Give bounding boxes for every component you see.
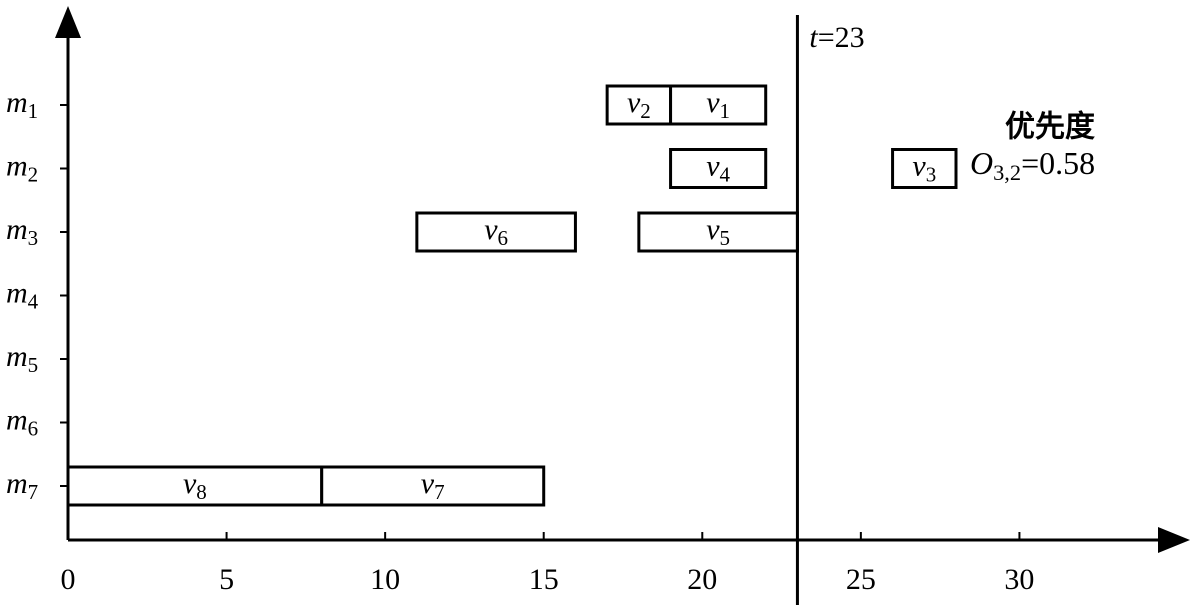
y-tick-label: m7 bbox=[6, 467, 38, 504]
task-label: v1 bbox=[706, 86, 730, 123]
x-tick-label: 30 bbox=[1004, 563, 1034, 596]
task-label: v7 bbox=[421, 467, 445, 504]
task-label: v3 bbox=[912, 149, 936, 186]
time-marker-label: t=23 bbox=[809, 21, 864, 54]
y-tick-label: m1 bbox=[6, 86, 38, 123]
x-tick-label: 25 bbox=[846, 563, 876, 596]
annotation-text: O3,2=0.58 bbox=[970, 145, 1095, 185]
annotation-title: 优先度 bbox=[1005, 110, 1095, 145]
task-bar bbox=[66, 465, 324, 507]
task-bar bbox=[415, 211, 577, 253]
y-axis-arrow bbox=[55, 6, 81, 38]
x-tick-label: 10 bbox=[370, 563, 400, 596]
x-tick-label: 15 bbox=[529, 563, 559, 596]
x-tick-label: 20 bbox=[687, 563, 717, 596]
x-axis-arrow bbox=[1158, 527, 1190, 553]
y-tick-label: m5 bbox=[6, 340, 38, 377]
y-tick-label: m6 bbox=[6, 403, 38, 440]
task-label: v5 bbox=[706, 213, 730, 250]
task-label: v6 bbox=[484, 213, 508, 250]
y-tick-label: m4 bbox=[6, 276, 39, 313]
task-bar bbox=[669, 84, 768, 126]
task-bar bbox=[891, 148, 958, 189]
y-tick-label: m2 bbox=[6, 149, 38, 186]
task-label: v8 bbox=[183, 467, 207, 504]
y-tick-label: m3 bbox=[6, 213, 38, 250]
task-label: v2 bbox=[627, 86, 651, 123]
x-tick-label: 0 bbox=[61, 563, 76, 596]
task-bar bbox=[320, 465, 546, 507]
task-label: v4 bbox=[706, 149, 730, 186]
task-bar bbox=[669, 148, 768, 189]
x-tick-label: 5 bbox=[219, 563, 234, 596]
